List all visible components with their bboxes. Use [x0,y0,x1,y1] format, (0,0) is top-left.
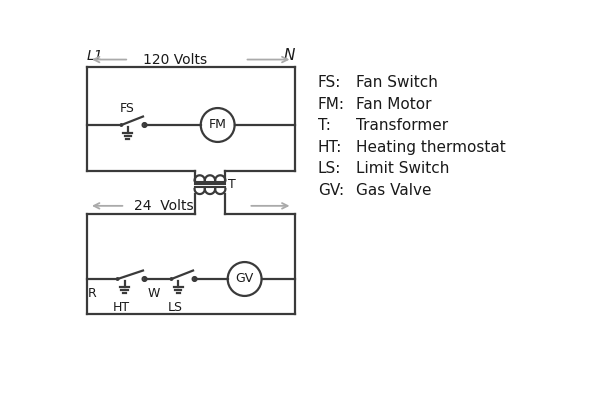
Text: W: W [148,287,160,300]
Text: LS:: LS: [318,161,341,176]
Circle shape [116,277,120,281]
Text: FM:: FM: [318,97,345,112]
Circle shape [169,277,173,281]
Text: Fan Switch: Fan Switch [356,75,438,90]
Text: 120 Volts: 120 Volts [143,52,208,66]
Text: Fan Motor: Fan Motor [356,97,432,112]
Text: Limit Switch: Limit Switch [356,161,450,176]
Text: Heating thermostat: Heating thermostat [356,140,506,155]
Text: FS: FS [120,102,135,115]
Text: GV:: GV: [318,183,344,198]
Text: HT: HT [113,300,130,314]
Circle shape [193,277,196,281]
Circle shape [201,108,235,142]
Circle shape [143,277,146,281]
Text: T: T [228,178,235,191]
Circle shape [143,123,146,127]
Text: GV: GV [235,272,254,286]
Text: T:: T: [318,118,330,133]
Text: FS:: FS: [318,75,341,90]
Text: N: N [283,48,294,63]
Text: R: R [87,287,96,300]
Text: HT:: HT: [318,140,342,155]
Text: Gas Valve: Gas Valve [356,183,432,198]
Text: L1: L1 [87,49,103,63]
Text: Transformer: Transformer [356,118,448,133]
Text: LS: LS [168,300,183,314]
Text: 24  Volts: 24 Volts [134,199,194,213]
Circle shape [120,123,123,127]
Circle shape [228,262,261,296]
Text: FM: FM [209,118,227,132]
